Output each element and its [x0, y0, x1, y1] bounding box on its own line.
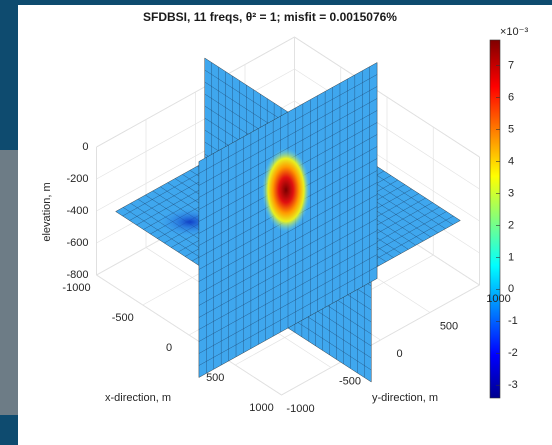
colorbar-tick-label: 2 — [508, 219, 514, 231]
colorbar-multiplier: ×10⁻³ — [500, 26, 528, 38]
colorbar-tick-label: 7 — [508, 59, 514, 71]
side-photo — [0, 150, 18, 415]
x-tick-label: 500 — [206, 372, 224, 384]
mesh-line — [198, 98, 378, 198]
y-tick-label: -1000 — [286, 403, 314, 415]
chart-title: SFDBSI, 11 freqs, θ² = 1; misfit = 0.001… — [143, 10, 397, 24]
x-tick-label: -1000 — [62, 282, 90, 294]
y-tick-label: 500 — [440, 320, 458, 332]
z-tick-label: -800 — [66, 269, 88, 281]
colorbar-tick-label: -2 — [508, 347, 518, 359]
mesh-line — [198, 86, 378, 186]
mesh-line — [198, 206, 378, 306]
mesh-line — [198, 266, 378, 366]
mesh-line — [198, 74, 378, 174]
mesh-line — [198, 254, 378, 354]
z-tick-label: -400 — [66, 205, 88, 217]
z-axis-label: elevation, m — [41, 182, 53, 241]
hot-spot — [262, 148, 310, 232]
colorbar-tick-label: 6 — [508, 91, 514, 103]
mesh-line — [198, 230, 378, 330]
z-tick-label: -200 — [66, 173, 88, 185]
colorbar — [489, 39, 501, 399]
y-axis-label: y-direction, m — [372, 392, 438, 404]
x-tick-label: 1000 — [249, 402, 273, 414]
z-tick-label: 0 — [82, 141, 88, 153]
mesh-line — [198, 194, 378, 294]
x-axis-label: x-direction, m — [105, 392, 171, 404]
z-tick-label: -600 — [66, 237, 88, 249]
colorbar-tick-label: 3 — [508, 187, 514, 199]
colorbar-tick-label: 5 — [508, 123, 514, 135]
mesh-line — [198, 218, 378, 318]
grid-line — [96, 36, 480, 158]
colorbar-tick-label: -3 — [508, 379, 518, 391]
colorbar-tick-label: 0 — [508, 283, 514, 295]
y-tick-label: 0 — [396, 348, 402, 360]
colorbar-tick-label: 4 — [508, 155, 514, 167]
mesh-line — [198, 242, 378, 342]
colorbar-tick-label: -1 — [508, 315, 518, 327]
y-tick-label: 1000 — [486, 293, 510, 305]
mesh-line — [198, 182, 378, 282]
grid-line — [96, 68, 480, 190]
colorbar-tick-label: 1 — [508, 251, 514, 263]
grid-line — [96, 100, 480, 222]
x-tick-label: 0 — [166, 342, 172, 354]
y-tick-label: -500 — [339, 375, 361, 387]
x-tick-label: -500 — [112, 312, 134, 324]
